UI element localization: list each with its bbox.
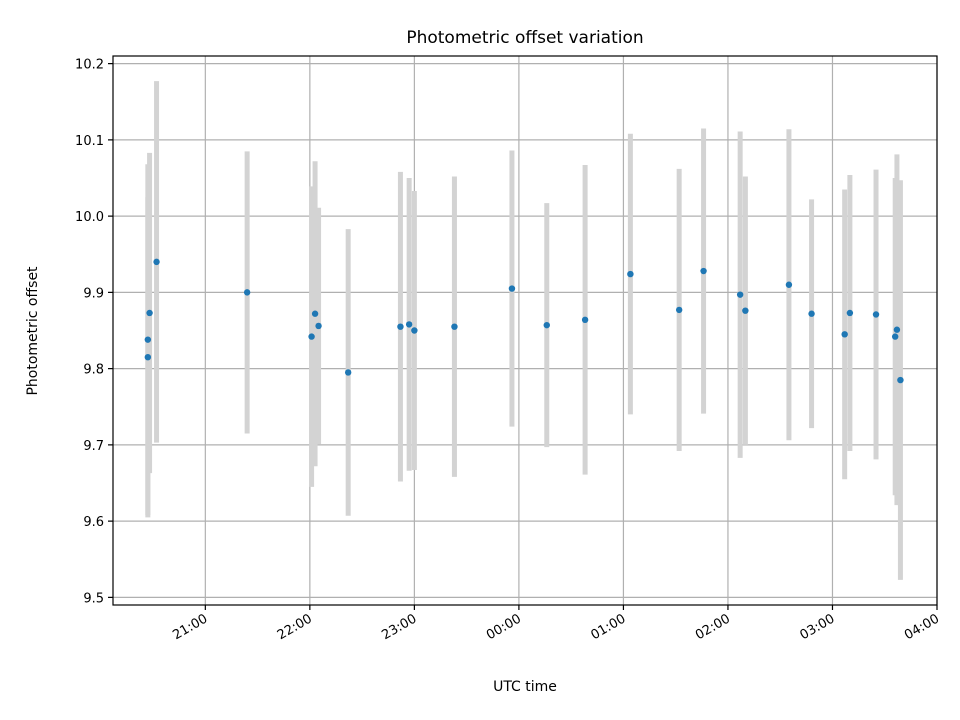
chart-title: Photometric offset variation <box>406 28 643 48</box>
y-tick-label: 9.5 <box>83 591 104 606</box>
y-tick-label: 9.7 <box>83 439 104 454</box>
data-point <box>897 376 904 384</box>
y-tick-label: 10.1 <box>75 134 104 149</box>
data-point <box>508 285 516 292</box>
y-tick-label: 10.2 <box>75 58 104 73</box>
data-point <box>153 258 160 266</box>
data-point <box>144 336 152 343</box>
data-point <box>736 291 744 298</box>
y-tick-label: 9.6 <box>83 515 104 530</box>
data-point <box>146 309 153 317</box>
data-point <box>808 310 815 317</box>
y-tick-label: 10.0 <box>75 210 104 225</box>
data-point <box>841 331 848 338</box>
data-point <box>893 326 901 333</box>
plot-frame <box>112 55 938 606</box>
data-point <box>872 311 880 318</box>
grid <box>113 56 938 605</box>
x-axis-label: UTC time <box>493 679 557 695</box>
data-point <box>315 322 322 330</box>
data-point <box>675 306 683 314</box>
y-tick-label: 9.9 <box>83 286 104 301</box>
data-point <box>311 310 319 317</box>
data-point <box>543 321 550 329</box>
data-point <box>451 323 458 330</box>
data-point <box>742 307 749 314</box>
data-points <box>144 258 904 384</box>
data-point <box>308 333 315 340</box>
data-point <box>891 333 899 340</box>
data-point <box>344 369 352 376</box>
data-point <box>785 281 793 288</box>
y-axis-label: Photometric offset <box>25 266 41 396</box>
data-point <box>397 323 404 330</box>
data-point <box>144 353 152 361</box>
data-point <box>700 267 707 275</box>
data-point <box>243 289 251 296</box>
data-point <box>846 309 854 317</box>
y-tick-label: 9.8 <box>83 363 104 378</box>
data-point <box>627 270 634 278</box>
data-point <box>581 316 589 324</box>
data-point <box>411 327 418 334</box>
data-point <box>405 321 413 328</box>
